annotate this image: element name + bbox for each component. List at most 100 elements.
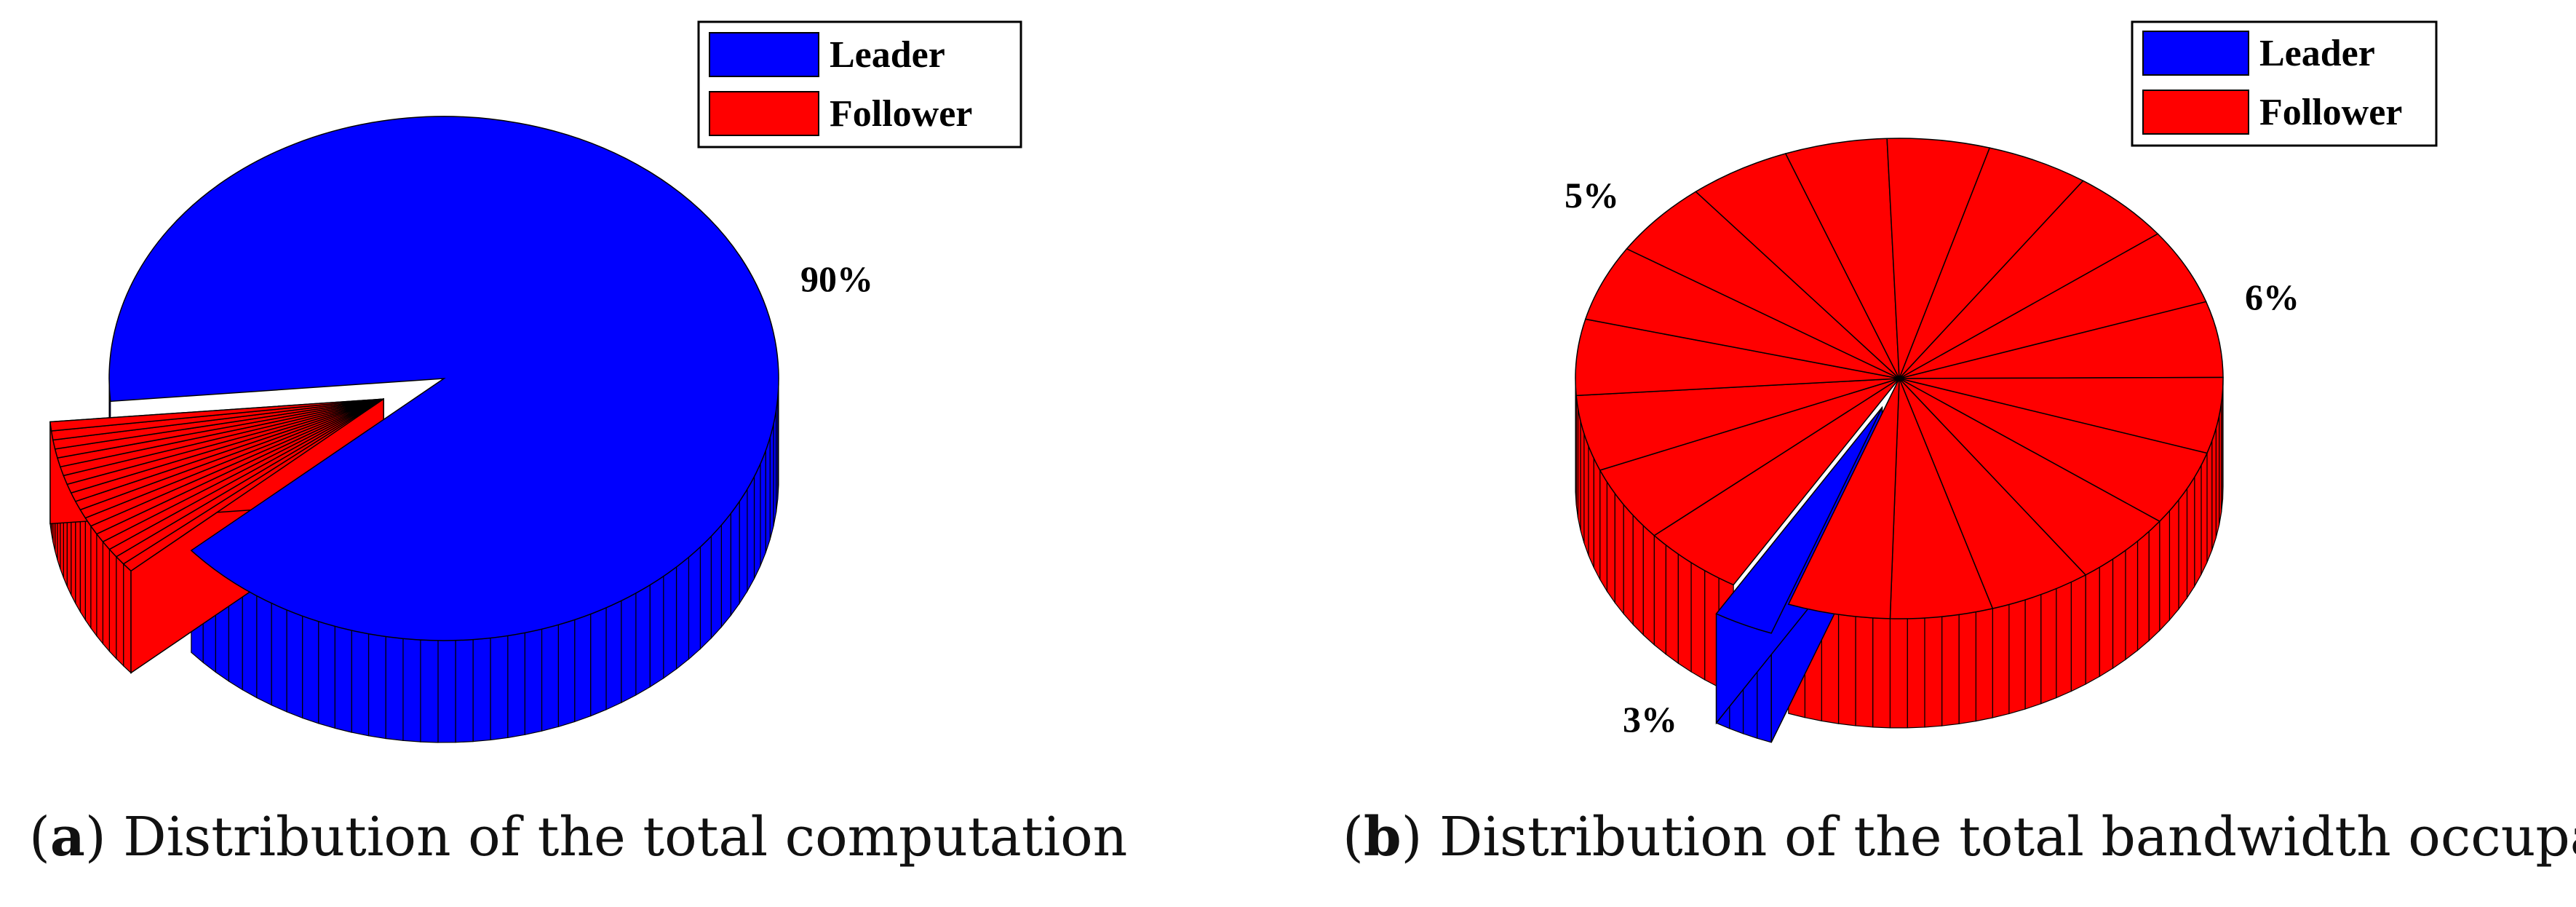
pie-b-wall-strip [1690,561,1706,681]
pie-b-wall-strip [2159,510,2171,632]
pie-a-wall-strip [720,512,731,628]
pie-a-wall-strip [242,587,258,699]
pie-b-wall-strip [2211,428,2217,550]
pie-a-wall-strip [635,584,651,696]
pie-a-wall-strip [760,451,766,566]
pie-a-wall-strip [385,635,404,741]
pie-b-wall-strip [2008,599,2026,715]
pie-a-wall-strip [605,600,622,710]
legend-b: Leader Follower [2131,20,2438,147]
pie-a-wall-strip [747,475,755,593]
pie-b-wall-strip [2070,574,2086,692]
pie-b-slice-follower [1899,378,2209,523]
pie-b-slice-follower [1899,233,2207,379]
pie-b-leader-percent-label: 3% [1623,699,1677,740]
pie-b-wall-strip [2112,549,2126,670]
pie-b-wall-strip [1992,603,2010,718]
pie-b-wall-strip [2125,540,2139,661]
pie-b-slice-follower [1899,301,2224,379]
pie-b-slice-follower [1599,378,1900,536]
pie-a-wall-strip [367,633,386,740]
pie-b-slice-follower [1899,180,2159,379]
pie-b-wall-strip [1975,608,1993,722]
pie-a-wall-strip [730,500,740,617]
pie-b-wall-strip [1623,503,1634,626]
pie-b-slice-follower [1575,378,1900,471]
pie-b-top-faces [1575,138,2224,634]
pie-b-wall-strip [2201,453,2208,575]
pie-b-extra-label-5: 5% [1565,175,1619,215]
pie-b-wall-strip [1575,382,1577,505]
pie-a-wall-strip [90,524,98,638]
pie-b-side-walls [1575,377,2224,743]
pie-b-slice-follower [1575,318,1900,397]
pie-b-extra-label-6: 6% [2245,277,2299,317]
pie-a-leader-percent-label: 90% [800,258,873,299]
pie-a-wall-strip [455,639,474,743]
pie-b [1575,138,2224,743]
pie-b-wall-strip [2215,415,2220,538]
pie-b-slice-follower [1784,138,1900,379]
pie-a-wall-strip [79,508,86,622]
pie-b-slice-follower [1899,378,2161,576]
pie-b-wall-strip [1872,617,1891,729]
pie-b-slice-follower [1899,147,2084,379]
pie-b-wall-strip [1599,468,1607,593]
pie-b-wall-strip [2085,566,2100,685]
pie-a-wall-strip [507,632,525,739]
pie-a-wall-strip [437,640,456,743]
pie-b-wall-strip [2194,463,2202,588]
pie-a-wall-strip [108,548,117,660]
caption-b-letter: b [1364,806,1402,868]
pie-b-wall-strip [1580,421,1585,543]
pie-b-wall-strip [1889,618,1908,729]
legend-a-leader-label: Leader [830,34,945,76]
pie-b-wall-strip [2056,581,2072,699]
pie-a [49,116,779,743]
pie-b-wall-strip [1653,534,1666,656]
pie-a-wall-strip [102,540,110,653]
pie-a-wall-strip [123,563,132,674]
pie-a-wall-strip [621,592,637,704]
pie-a-wall-strip [402,638,421,742]
pie-a-wall-strip [663,566,677,679]
caption-b-text: Distribution of the total bandwidth occu… [1439,806,2576,868]
pie-b-slice-follower [1584,247,1900,379]
panel-a-chart: 90% Leader Follower (a) Distribution of … [29,20,1127,868]
pie-a-slice-follower [49,398,384,432]
caption-a-letter: a [50,806,85,868]
caption-b: (b) Distribution of the total bandwidth … [1343,806,2576,868]
pie-a-wall-strip [472,637,491,742]
pie-a-wall-strip [301,615,319,724]
legend-a-follower-swatch [709,91,819,136]
pie-b-wall-strip [1606,480,1615,604]
pie-b-wall-strip [1642,524,1655,646]
pie-b-wall-strip [1632,514,1644,636]
pie-a-top-faces [49,116,779,641]
pie-a-wall-strip [490,635,509,741]
pie-a-wall-strip [256,595,272,706]
pie-b-wall-strip [2168,499,2179,622]
pie-a-wall-strip [769,424,774,540]
pie-b-wall-strip [1593,458,1601,580]
pie-a-wall-strip [420,639,439,743]
pie-a-wall-strip [739,488,748,606]
pie-b-wall-strip [1837,614,1856,726]
legend-b-leader-swatch [2142,31,2249,76]
pie-b-slice-follower [1899,376,2224,454]
legend-b-leader-label: Leader [2259,33,2375,74]
pie-a-wall-strip [351,630,370,737]
pie-a-wall-strip [84,516,92,630]
pie-a-wall-strip [524,628,543,736]
pie-b-wall-strip [1677,553,1692,673]
pie-b-slice-follower [1889,378,1994,619]
pie-b-wall-strip [1583,433,1589,555]
pie-b-slice-follower [1626,191,1900,379]
pie-a-wall-strip [334,625,352,733]
pie-a-wall-strip [574,613,592,723]
pie-a-wall-strip [710,523,722,640]
legend-a-leader-swatch [709,32,819,77]
legend-a-follower-label: Follower [830,93,972,135]
pie-a-wall-strip [318,620,335,729]
